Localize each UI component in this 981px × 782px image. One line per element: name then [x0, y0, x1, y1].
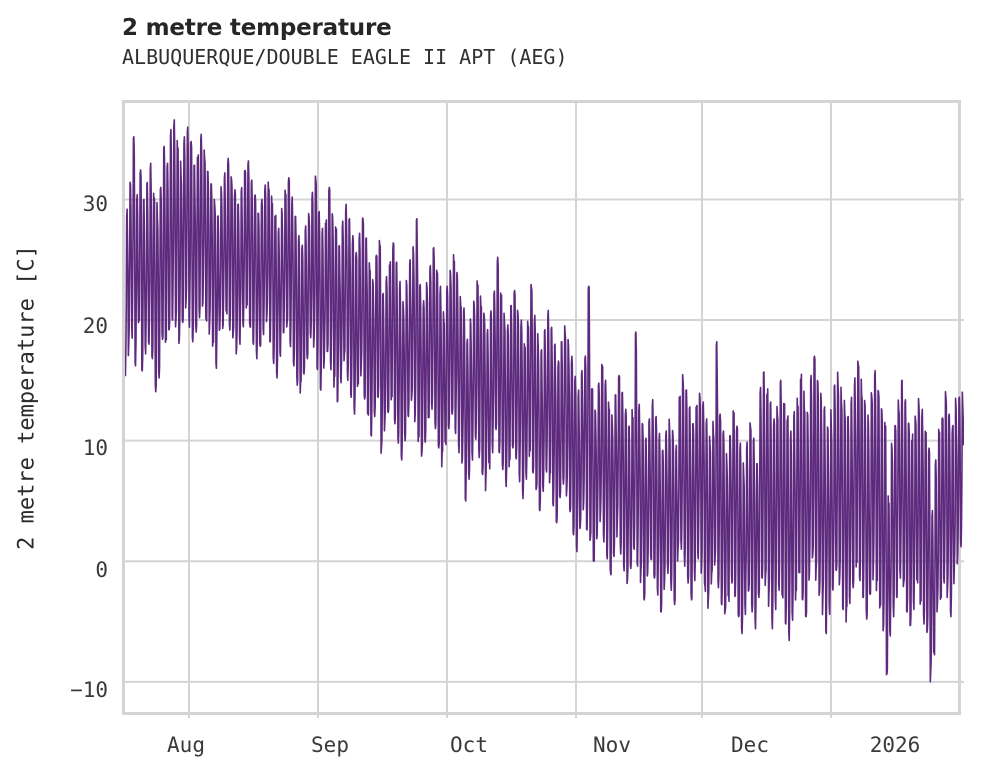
chart-subtitle: ALBUQUERQUE/DOUBLE EAGLE II APT (AEG) [122, 45, 568, 69]
x-tick-label: Aug [167, 733, 205, 757]
title-block: 2 metre temperature ALBUQUERQUE/DOUBLE E… [122, 14, 962, 72]
x-tick-label: Oct [450, 733, 488, 757]
y-tick-label: −10 [70, 678, 108, 702]
page-title: 2 metre temperature [122, 15, 392, 41]
y-tick-label: 0 [95, 558, 108, 582]
y-tick-label: 30 [82, 192, 108, 216]
x-tick-label: Sep [311, 733, 349, 757]
plot-area [122, 100, 964, 718]
x-tick-label: Nov [593, 733, 631, 757]
temperature-line [125, 119, 964, 683]
y-tick-label: 20 [82, 314, 108, 338]
series-group [125, 119, 964, 683]
temperature-timeseries-plot [125, 103, 964, 718]
y-tick-label: 10 [82, 436, 108, 460]
x-tick-label: Dec [731, 733, 769, 757]
x-tick-label: 2026 [869, 733, 921, 757]
